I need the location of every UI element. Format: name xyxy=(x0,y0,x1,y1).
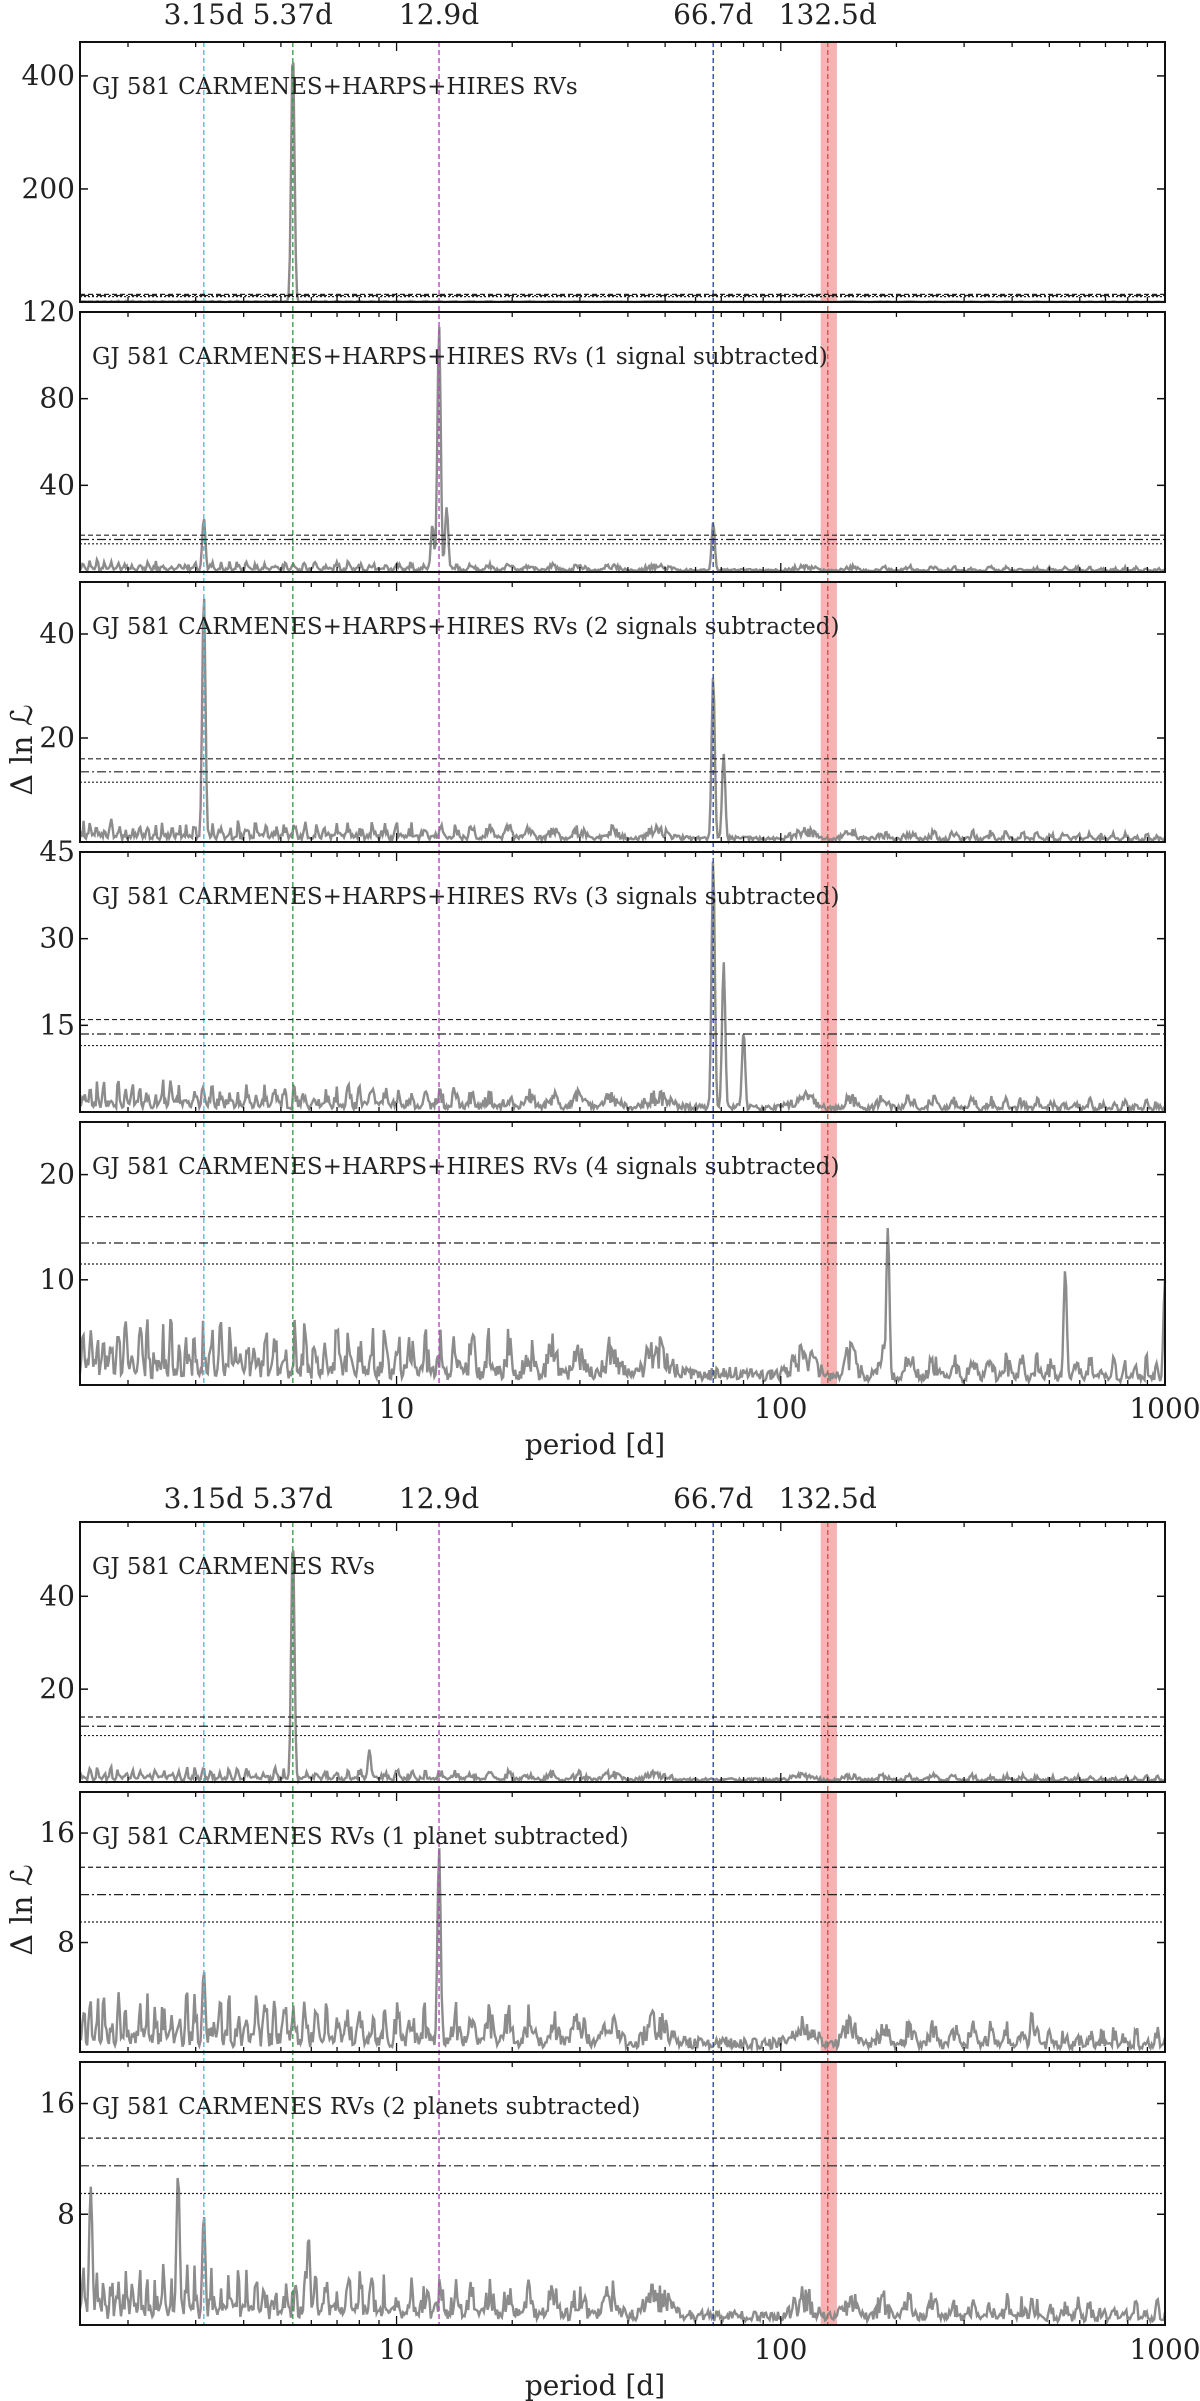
y-tick-label: 200 xyxy=(22,172,75,205)
panel-title: GJ 581 CARMENES RVs (1 planet subtracted… xyxy=(92,1824,629,1850)
y-tick-label: 10 xyxy=(39,1263,75,1296)
y-tick-label: 8 xyxy=(57,1926,75,1959)
y-tick-label: 45 xyxy=(39,835,75,868)
signal-label-5.37d: 5.37d xyxy=(253,1482,333,1515)
y-tick-label: 120 xyxy=(22,295,75,328)
signal-label-12.9d: 12.9d xyxy=(399,0,479,31)
fap-lines-layer xyxy=(80,293,1165,2195)
y-axis-label-bottom: Δ ln ℒ xyxy=(5,1864,40,1955)
y-tick-label: 80 xyxy=(39,382,75,415)
signal-label-132.5d: 132.5d xyxy=(779,0,877,31)
y-tick-label: 20 xyxy=(39,1672,75,1705)
periodogram-curve-0-2 xyxy=(78,598,1167,846)
x-axis-label-bottom: period [d] xyxy=(525,2369,665,2401)
signal-label-132.5d: 132.5d xyxy=(779,1482,877,1515)
peak-band-132.5d xyxy=(820,42,837,302)
y-tick-label: 20 xyxy=(39,721,75,754)
signal-label-5.37d: 5.37d xyxy=(253,0,333,31)
panel-title: GJ 581 CARMENES RVs (2 planets subtracte… xyxy=(92,2094,640,2120)
signal-label-3.15d: 3.15d xyxy=(164,1482,244,1515)
panel-title: GJ 581 CARMENES RVs xyxy=(92,1554,375,1580)
y-axis-label-top: Δ ln ℒ xyxy=(5,704,40,795)
panel-title: GJ 581 CARMENES+HARPS+HIRES RVs (4 signa… xyxy=(92,1154,839,1180)
panel-frame xyxy=(79,1791,1166,2053)
y-tick-label: 15 xyxy=(39,1008,75,1041)
signal-label-66.7d: 66.7d xyxy=(673,0,753,31)
x-tick-label: 10 xyxy=(379,1392,415,1425)
panel-frame xyxy=(79,851,1166,1113)
panel-title: GJ 581 CARMENES+HARPS+HIRES RVs (1 signa… xyxy=(92,344,828,370)
y-tick-label: 40 xyxy=(39,617,75,650)
x-tick-label: 1000 xyxy=(1129,1392,1200,1425)
peak-band-132.5d xyxy=(820,852,837,1112)
signal-label-3.15d: 3.15d xyxy=(164,0,244,31)
panel-title: GJ 581 CARMENES+HARPS+HIRES RVs (2 signa… xyxy=(92,614,839,640)
peak-band-132.5d xyxy=(820,1522,837,1782)
y-tick-label: 16 xyxy=(39,1816,75,1849)
peak-band-132.5d xyxy=(820,582,837,842)
periodogram-curve-1-0 xyxy=(78,1550,1166,1785)
panel-frame xyxy=(79,1521,1166,1783)
panel-frame xyxy=(79,311,1166,573)
peak-band-132.5d xyxy=(820,1122,837,1385)
x-axis-label-top: period [d] xyxy=(525,1428,665,1461)
labels-layer: 3.15d 5.37d 12.9d 66.7d 132.5d 200 400 GJ 581 C… xyxy=(22,0,1200,2366)
y-tick-label: 30 xyxy=(39,922,75,955)
peak-bands-layer xyxy=(820,42,837,2325)
signal-label-66.7d: 66.7d xyxy=(673,1482,753,1515)
panel-title: GJ 581 CARMENES+HARPS+HIRES RVs xyxy=(92,74,578,100)
panel-frame xyxy=(79,41,1166,303)
y-tick-label: 400 xyxy=(22,59,75,92)
signal-label-12.9d: 12.9d xyxy=(399,1482,479,1515)
panel-frame xyxy=(79,581,1166,843)
periodogram-curve-0-4 xyxy=(78,1227,1167,1386)
peak-band-132.5d xyxy=(820,312,837,572)
periodogram-curve-1-2 xyxy=(78,2177,1167,2326)
y-tick-label: 20 xyxy=(39,1158,75,1191)
y-tick-label: 16 xyxy=(39,2087,75,2120)
panel-frames-layer xyxy=(79,41,1166,2326)
y-tick-label: 40 xyxy=(39,468,75,501)
x-tick-label: 1000 xyxy=(1129,2333,1200,2366)
panel-frame xyxy=(79,1121,1166,1386)
periodogram-curve-1-1 xyxy=(79,1848,1167,2054)
x-tick-label: 100 xyxy=(754,1392,807,1425)
x-tick-label: 10 xyxy=(379,2333,415,2366)
periodogram-curves-layer xyxy=(78,62,1167,2326)
signal-marker-lines-layer xyxy=(203,42,829,2325)
panel-frame xyxy=(79,2061,1166,2326)
x-tick-label: 100 xyxy=(754,2333,807,2366)
periodogram-curve-0-3 xyxy=(78,861,1166,1115)
y-tick-label: 8 xyxy=(57,2197,75,2230)
panel-title: GJ 581 CARMENES+HARPS+HIRES RVs (3 signa… xyxy=(92,884,839,910)
y-tick-label: 40 xyxy=(39,1579,75,1612)
